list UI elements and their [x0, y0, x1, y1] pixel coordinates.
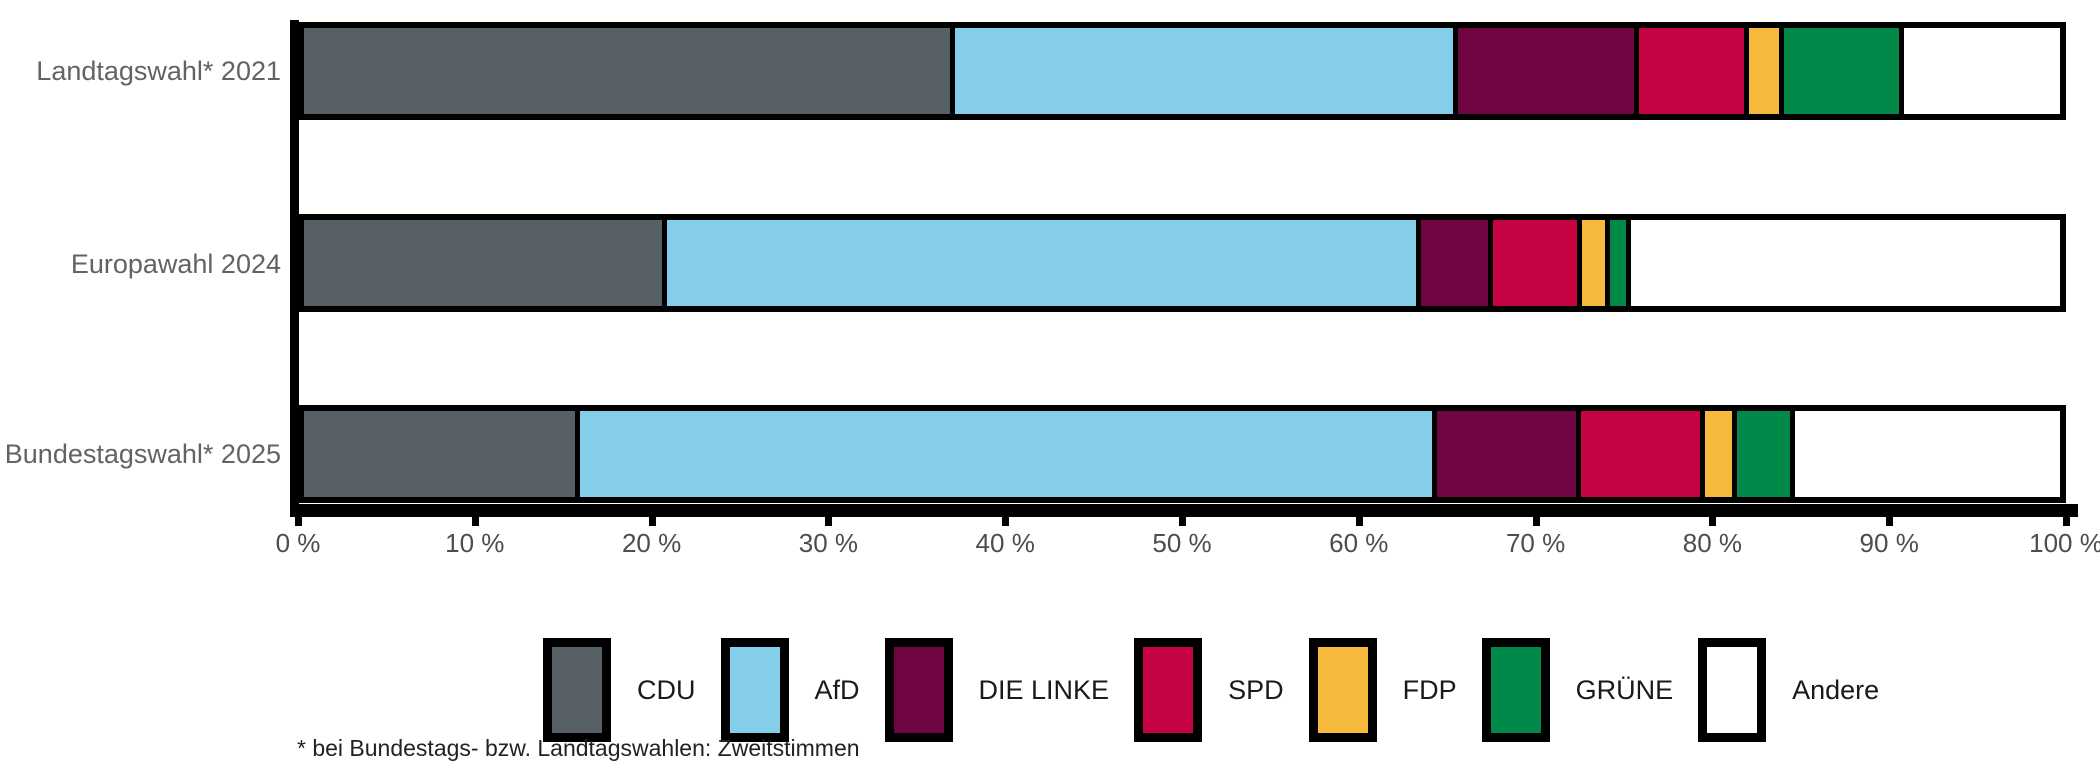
- legend-swatch-fdp: [1308, 638, 1377, 742]
- legend-item-afd: AfD: [720, 638, 860, 742]
- bar-segment-andere: [1794, 411, 2060, 497]
- bar-row-bundestagswahl-2025: [298, 405, 2066, 503]
- x-axis-tick-label: 20 %: [621, 528, 682, 558]
- x-axis-tick-label: 10 %: [445, 528, 505, 558]
- x-axis-tick: [471, 517, 479, 526]
- bar-segment-afd: [955, 28, 1458, 114]
- legend-label-gr-ne: GRÜNE: [1575, 674, 1674, 705]
- x-axis-tick-label: 40 %: [975, 528, 1035, 558]
- legend-swatch-spd: [1134, 638, 1203, 742]
- bar-segment-fdp: [1582, 220, 1611, 306]
- category-label-europawahl-2024: Europawahl 2024: [70, 249, 281, 279]
- x-axis-tick: [2063, 517, 2070, 526]
- bar-segment-spd: [1638, 28, 1750, 114]
- bar-segment-fdp: [1749, 28, 1785, 114]
- x-axis-tick-label: 80 %: [1682, 528, 1743, 558]
- x-axis-tick-label: 50 %: [1152, 528, 1212, 558]
- bar-segment-gr-ne: [1784, 28, 1904, 114]
- x-axis-line: [290, 504, 2078, 517]
- bar-row-europawahl-2024: [298, 214, 2066, 312]
- x-axis-tick: [1709, 517, 1717, 526]
- x-axis-tick-label: 0 %: [275, 528, 321, 558]
- bar-segment-gr-ne: [1736, 411, 1795, 497]
- x-axis-tick-label: 30 %: [798, 528, 859, 558]
- legend-item-fdp: FDP: [1308, 638, 1457, 742]
- legend: CDU AfD DIE LINKE SPD FDP GRÜNE Andere: [543, 638, 1879, 742]
- x-axis-tick: [1886, 517, 1894, 526]
- x-axis-tick-label: 100 %: [2029, 528, 2100, 558]
- bar-segment-afd: [579, 411, 1437, 497]
- legend-label-andere: Andere: [1792, 674, 1880, 705]
- bar-segment-spd: [1492, 220, 1583, 306]
- bar-segment-cdu: [304, 411, 580, 497]
- legend-label-cdu: CDU: [637, 674, 696, 705]
- legend-swatch-andere: [1698, 638, 1767, 742]
- category-label-landtagswahl-2021: Landtagswahl* 2021: [36, 56, 281, 86]
- bar-segment-gr-ne: [1610, 220, 1632, 306]
- x-axis-tick: [648, 517, 656, 526]
- bar-segment-die-linke: [1457, 28, 1639, 114]
- legend-item-andere: Andere: [1698, 638, 1879, 742]
- bar-segment-andere: [1631, 220, 2060, 306]
- footnote: * bei Bundestags- bzw. Landtagswahlen: Z…: [297, 735, 860, 761]
- x-axis-tick-label: 60 %: [1329, 528, 1389, 558]
- legend-label-fdp: FDP: [1402, 674, 1457, 705]
- legend-label-spd: SPD: [1228, 674, 1284, 705]
- legend-item-cdu: CDU: [543, 638, 696, 742]
- bar-segment-cdu: [304, 220, 668, 306]
- bar-row-landtagswahl-2021: [298, 22, 2066, 120]
- x-axis-tick-label: 90 %: [1859, 528, 1919, 558]
- x-axis-tick: [1532, 517, 1540, 526]
- bar-segment-andere: [1903, 28, 2060, 114]
- legend-label-die-linke: DIE LINKE: [978, 674, 1110, 705]
- x-axis-tick: [1355, 517, 1363, 526]
- legend-swatch-gr-ne: [1481, 638, 1550, 742]
- legend-item-gr-ne: GRÜNE: [1481, 638, 1674, 742]
- legend-label-afd: AfD: [814, 674, 860, 705]
- bar-segment-fdp: [1705, 411, 1737, 497]
- legend-item-die-linke: DIE LINKE: [884, 638, 1110, 742]
- y-axis-line: [290, 20, 299, 517]
- bar-segment-cdu: [304, 28, 956, 114]
- legend-swatch-cdu: [543, 638, 611, 742]
- x-axis-tick: [1002, 517, 1010, 526]
- x-axis-tick: [1179, 517, 1186, 526]
- bar-segment-afd: [667, 220, 1421, 306]
- plot-area: [298, 22, 2066, 503]
- bar-segment-die-linke: [1436, 411, 1581, 497]
- x-axis-tick: [295, 517, 302, 526]
- legend-swatch-die-linke: [884, 638, 953, 742]
- legend-item-spd: SPD: [1134, 638, 1284, 742]
- bar-segment-die-linke: [1420, 220, 1493, 306]
- legend-swatch-afd: [720, 638, 789, 742]
- category-label-bundestagswahl-2025: Bundestagswahl* 2025: [4, 439, 281, 469]
- x-axis-tick: [825, 517, 833, 526]
- x-axis-tick-label: 70 %: [1505, 528, 1566, 558]
- bar-segment-spd: [1580, 411, 1706, 497]
